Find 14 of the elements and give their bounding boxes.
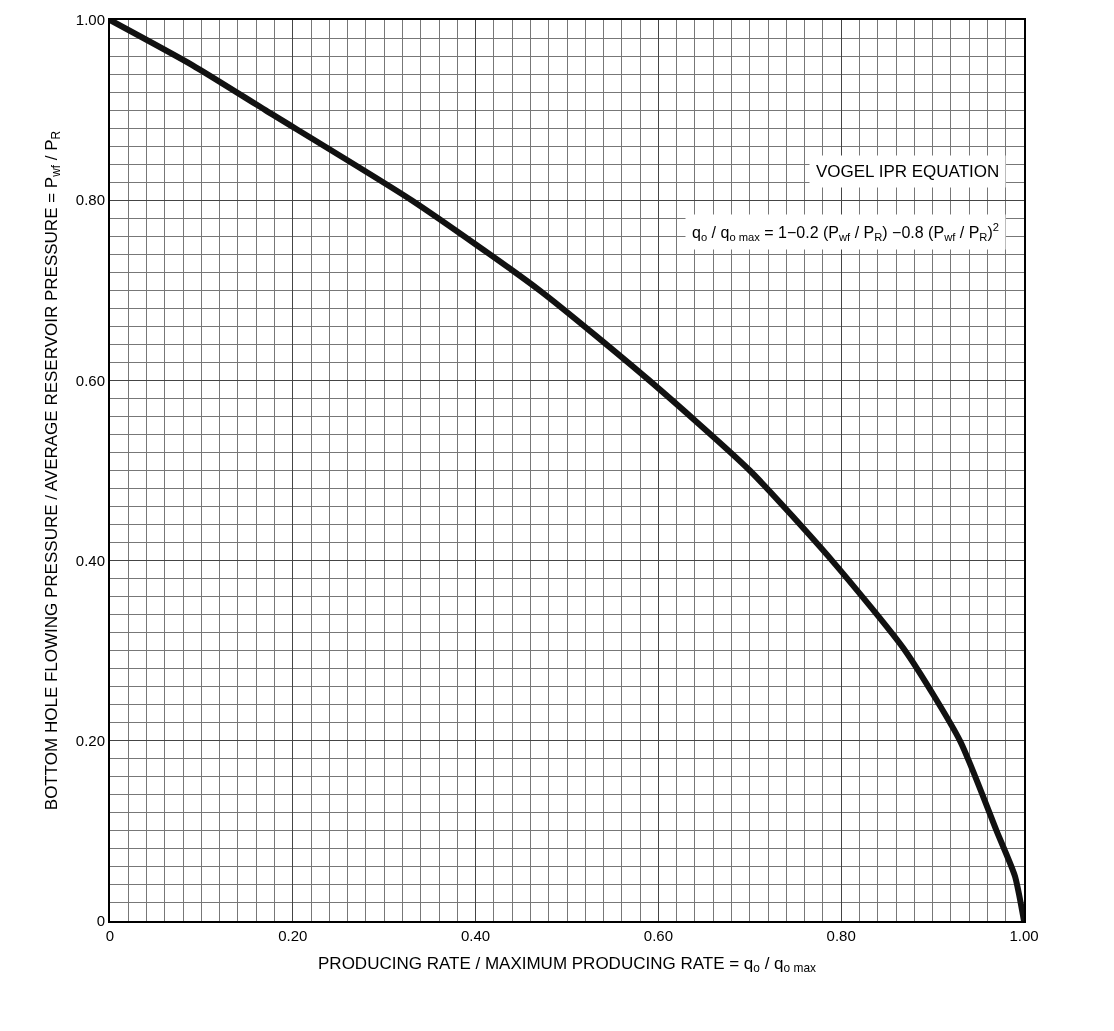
y-tick-label: 0.20 — [75, 732, 105, 750]
x-tick-label: 0.20 — [278, 927, 308, 944]
x-tick-label: 1.00 — [1009, 927, 1039, 944]
y-tick-label: 0 — [96, 912, 105, 930]
y-tick-label: 0.60 — [75, 371, 105, 389]
y-tick-label: 1.00 — [75, 11, 105, 29]
text: q$_{o}$ / q$_{o max}$ = 1−0.2 (P$_{wf}$ / P$_{R}$) −0.8 (P$_{wf}$ / P$_{R}$)$^{2}$ — [692, 221, 999, 244]
x-tick-label: 0.80 — [826, 927, 856, 944]
x-tick-label: 0.60 — [643, 927, 673, 944]
x-tick-label: 0.40 — [461, 927, 491, 944]
x-axis-title: PRODUCING RATE / MAXIMUM PRODUCING RATE = q$_{o}$ / q$_{o max}$ — [318, 953, 816, 976]
y-tick-label: 0.80 — [75, 191, 105, 209]
annotation: VOGEL IPR EQUATION — [816, 162, 1000, 181]
y-tick-label: 0.40 — [75, 551, 105, 569]
